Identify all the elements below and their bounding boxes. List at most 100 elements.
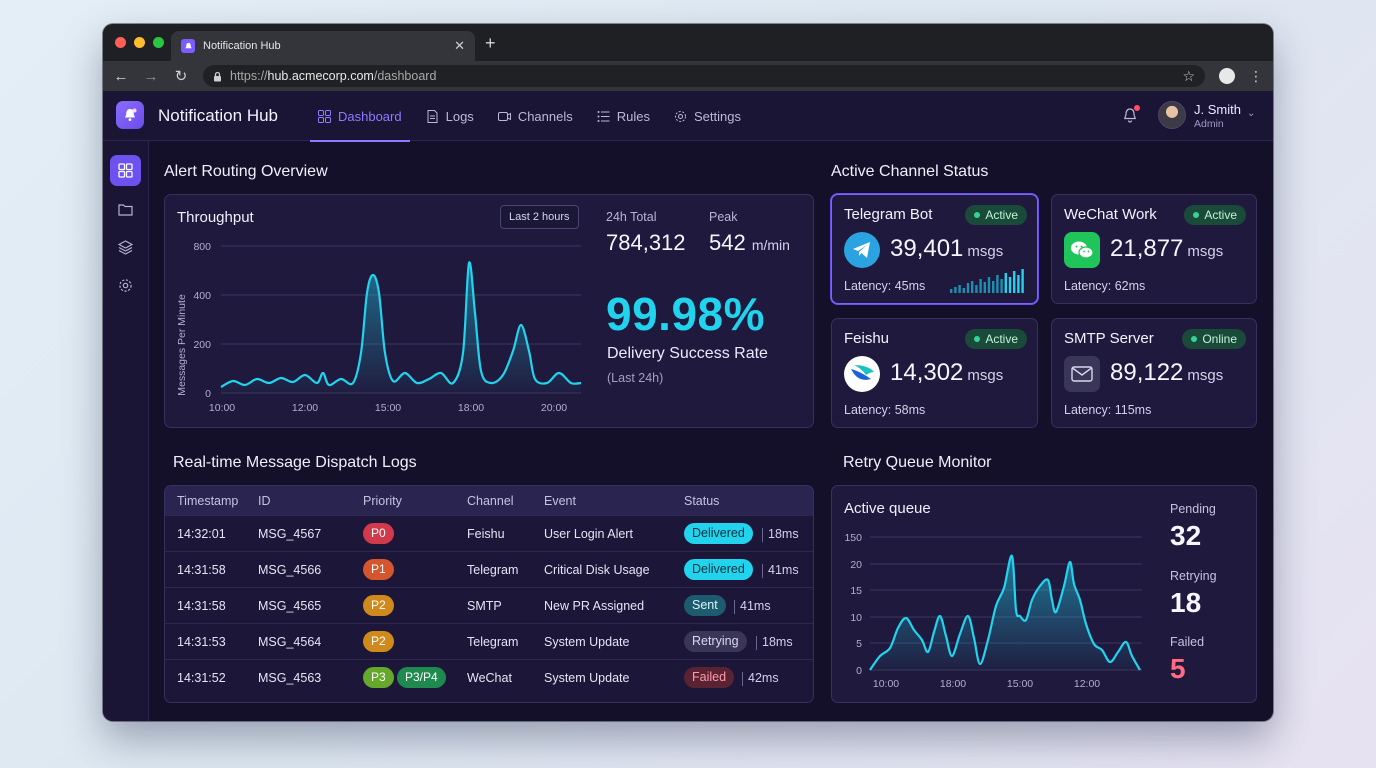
cell-event: System Update xyxy=(544,671,630,685)
address-bar[interactable]: https://hub.acmecorp.com/dashboard ☆ xyxy=(203,65,1205,87)
notification-dot xyxy=(1134,105,1140,111)
channel-latency: Latency: 45ms xyxy=(844,279,926,293)
count-unit: msgs xyxy=(1187,367,1224,384)
back-icon[interactable]: ← xyxy=(113,67,129,85)
browser-tab[interactable]: Notification Hub ✕ xyxy=(171,31,475,61)
table-row[interactable]: 14:32:01 MSG_4567 P0 Feishu User Login Alert… xyxy=(165,515,813,551)
channel-latency: Latency: 58ms xyxy=(844,403,926,417)
nav-dashboard[interactable]: Dashboard xyxy=(310,91,410,142)
cell-timestamp: 14:31:58 xyxy=(177,599,226,613)
logs-title: Real-time Message Dispatch Logs xyxy=(173,454,417,471)
cell-event: New PR Assigned xyxy=(544,599,645,613)
cell-timestamp: 14:31:53 xyxy=(177,635,226,649)
minimize-window-button[interactable] xyxy=(134,37,145,48)
notifications-bell-icon[interactable] xyxy=(1122,105,1140,129)
x-tick-label: 15:00 xyxy=(375,402,401,414)
count-number: 39,401 xyxy=(890,235,964,262)
channel-card-feishu[interactable]: Feishu Active 14,302 msgs Latency: 58ms xyxy=(831,318,1038,428)
retrying-label: Retrying xyxy=(1170,569,1217,583)
dispatch-logs-table: Timestamp ID Priority Channel Event Stat… xyxy=(164,485,814,703)
y-tick-label: 800 xyxy=(193,241,211,253)
new-tab-button[interactable]: + xyxy=(485,33,496,53)
url-text: https://hub.acmecorp.com/dashboard xyxy=(230,69,436,83)
video-icon xyxy=(497,111,511,121)
sidebar-item-folders[interactable] xyxy=(110,194,141,225)
spark-bar xyxy=(983,282,986,293)
cell-latency: 41ms xyxy=(734,599,771,614)
user-name: J. Smith xyxy=(1194,102,1241,117)
y-tick-label: 5 xyxy=(856,638,862,650)
sidebar-item-layers[interactable] xyxy=(110,232,141,263)
app-header: Notification Hub Dashboard Logs Channels… xyxy=(103,91,1273,142)
y-tick-label: 20 xyxy=(850,559,862,571)
success-rate-sub: (Last 24h) xyxy=(607,371,664,385)
table-row[interactable]: 14:31:53 MSG_4564 P2 Telegram System Update R… xyxy=(165,623,813,659)
table-row[interactable]: 14:31:58 MSG_4565 P2 SMTP New PR Assigned Sen… xyxy=(165,587,813,623)
close-window-button[interactable] xyxy=(115,37,126,48)
more-menu-icon[interactable]: ⋮ xyxy=(1249,67,1263,84)
column-header[interactable]: Timestamp xyxy=(177,493,239,508)
column-header[interactable]: Priority xyxy=(363,493,402,508)
cell-channel: Feishu xyxy=(467,527,505,541)
telegram-sparkline xyxy=(950,269,1024,293)
browser-toolbar: ← → ↻ https://hub.acmecorp.com/dashboard… xyxy=(103,61,1273,91)
spark-bar xyxy=(996,275,999,293)
range-select-button[interactable]: Last 2 hours xyxy=(500,205,579,229)
grid-icon xyxy=(318,109,331,123)
browser-window: Notification Hub ✕ + ← → ↻ https://hub.a… xyxy=(103,24,1273,721)
channel-card-wechat[interactable]: WeChat Work Active 21,877 msgs Latency: 6… xyxy=(1051,194,1257,304)
nav-channels[interactable]: Channels xyxy=(490,91,581,141)
count-unit: msgs xyxy=(1187,243,1224,260)
column-header[interactable]: ID xyxy=(258,493,271,508)
x-tick-label: 18:00 xyxy=(458,402,484,414)
nav-logs[interactable]: Logs xyxy=(418,91,482,141)
channel-name: SMTP Server xyxy=(1064,330,1154,347)
throughput-title: Throughput xyxy=(177,209,254,226)
mail-icon xyxy=(1064,356,1100,392)
peak-label: Peak xyxy=(709,210,738,224)
y-tick-label: 400 xyxy=(193,290,211,302)
throughput-line xyxy=(220,261,582,388)
channel-name: Feishu xyxy=(844,330,890,347)
close-icon[interactable]: ✕ xyxy=(454,38,465,53)
nav-settings[interactable]: Settings xyxy=(666,91,749,141)
chevron-down-icon[interactable]: ⌄ xyxy=(1247,108,1256,119)
peak-unit: m/min xyxy=(751,237,790,253)
x-tick-label: 20:00 xyxy=(541,402,567,414)
sidebar-item-settings[interactable] xyxy=(110,270,141,301)
channel-card-smtp[interactable]: SMTP Server Online 89,122 msgs Latency: 1… xyxy=(1051,318,1257,428)
x-tick-label: 15:00 xyxy=(1007,678,1033,690)
table-row[interactable]: 14:31:52 MSG_4563 P3 P3/P4 WeChat System Upda… xyxy=(165,659,813,695)
column-header[interactable]: Event xyxy=(544,493,576,508)
url-scheme: https:// xyxy=(230,69,268,83)
spark-bar xyxy=(958,285,961,293)
avatar[interactable] xyxy=(1158,101,1186,129)
spark-bar xyxy=(954,287,957,293)
table-row[interactable]: 14:31:58 MSG_4566 P1 Telegram Critical Disk … xyxy=(165,551,813,587)
nav-label: Logs xyxy=(445,108,474,124)
list-icon xyxy=(597,110,610,122)
channel-card-telegram[interactable]: Telegram Bot Active 39,401 msgs Latency: … xyxy=(831,194,1038,304)
layers-icon xyxy=(118,240,133,255)
url-path: /dashboard xyxy=(373,69,437,83)
cell-id: MSG_4565 xyxy=(258,599,322,613)
throughput-card: Throughput Last 2 hours Messages Per Min… xyxy=(164,194,814,428)
nav-label: Channels xyxy=(517,108,573,124)
nav-rules[interactable]: Rules xyxy=(589,91,658,141)
reload-icon[interactable]: ↻ xyxy=(174,68,188,85)
spark-bar xyxy=(979,279,982,293)
bookmark-star-icon[interactable]: ☆ xyxy=(1182,67,1195,84)
column-header[interactable]: Channel xyxy=(467,493,514,508)
cell-event: System Update xyxy=(544,635,630,649)
status-badge: Active xyxy=(1184,205,1246,225)
priority-pill: P3 xyxy=(363,667,394,688)
channel-latency: Latency: 115ms xyxy=(1064,403,1152,417)
column-header[interactable]: Status xyxy=(684,493,720,508)
sidebar-item-dashboard[interactable] xyxy=(110,155,141,186)
maximize-window-button[interactable] xyxy=(153,37,164,48)
profile-icon[interactable] xyxy=(1219,68,1235,84)
y-tick-label: 0 xyxy=(205,388,211,400)
feishu-icon xyxy=(844,356,880,392)
forward-icon[interactable]: → xyxy=(143,67,159,85)
peak-number: 542 xyxy=(709,230,746,255)
